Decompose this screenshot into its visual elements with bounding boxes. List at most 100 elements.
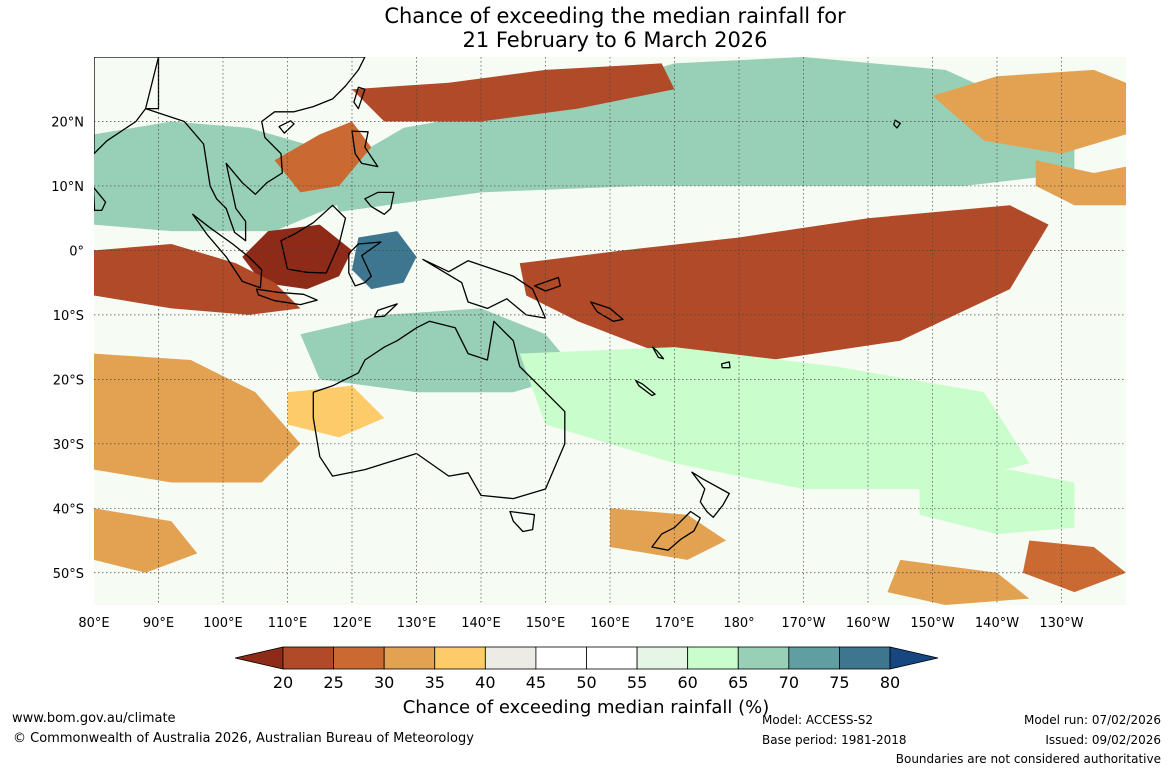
- colorbar-bin: [737, 646, 790, 670]
- region-north-pacific-wet-outer: [326, 57, 1075, 212]
- coastline-indochina: [144, 57, 366, 242]
- colorbar-tick-label: 30: [374, 673, 394, 692]
- region-pacific-dry-band-outer: [519, 205, 1049, 360]
- region-indian-ocean-dry: [94, 244, 301, 315]
- coastline-java: [255, 288, 318, 306]
- coastline-hainan: [278, 120, 295, 134]
- region-southern-ocean-dry-4: [1022, 540, 1126, 593]
- region-south-china-sea-dry: [274, 121, 372, 193]
- coastline-vanuatu: [651, 346, 665, 360]
- coastline-hawaii: [893, 119, 901, 129]
- colorbar-tick-label: 75: [829, 673, 849, 692]
- region-southern-ocean-dry-1: [94, 508, 198, 573]
- longitude-label: 160°E: [590, 616, 630, 631]
- coastline-taiwan: [353, 86, 366, 110]
- longitude-label: 160°W: [846, 616, 890, 631]
- longitude-label: 130°W: [1039, 616, 1083, 631]
- coastline-timor: [373, 303, 398, 318]
- latitude-label: 0°: [69, 244, 84, 259]
- colorbar-bin: [839, 646, 891, 670]
- longitude-label: 150°W: [910, 616, 954, 631]
- title-line-1: Chance of exceeding the median rainfall …: [384, 4, 846, 28]
- coastline-australia: [312, 320, 566, 500]
- region-spcz-outer: [519, 347, 1030, 489]
- longitude-label: 180°: [723, 616, 754, 631]
- boundary-disclaimer: Boundaries are not considered authoritat…: [895, 752, 1161, 766]
- colorbar-bin: [383, 646, 436, 670]
- coastline-philippines-luzon: [351, 130, 379, 168]
- colorbar-tick-label: 70: [779, 673, 799, 692]
- coastline-philippines-mindanao: [364, 191, 395, 215]
- colorbar-tick-label: 50: [576, 673, 596, 692]
- region-bay-of-bengal-wet-outer: [94, 121, 352, 232]
- coastline-tasmania: [509, 510, 536, 533]
- longitude-label: 120°E: [332, 616, 372, 631]
- longitude-label: 100°E: [203, 616, 243, 631]
- longitude-label: 90°E: [143, 616, 174, 631]
- region-central-indian-dry: [287, 385, 385, 438]
- colorbar: 20 25 30 35 40 45 50 55 60 65 70 75 80: [234, 646, 939, 692]
- coastline-sumatra: [192, 213, 263, 289]
- colorbar-bin: [636, 646, 689, 670]
- colorbar-bin: [788, 646, 840, 670]
- latitude-label: 20°N: [51, 115, 84, 130]
- longitude-label: 130°E: [397, 616, 437, 631]
- colorbar-tick-label: 25: [323, 673, 343, 692]
- latitude-labels: 20°N 10°N 0° 10°S 20°S 30°S 40°S 50°S: [51, 115, 84, 581]
- region-aus-north-wet-outer: [300, 308, 578, 393]
- colorbar-bin: [333, 646, 385, 670]
- colorbar-tick-label: 60: [677, 673, 697, 692]
- colorbar-bin: [484, 646, 537, 670]
- longitude-labels: 80°E 90°E 100°E 110°E 120°E 130°E 140°E 150°E 16…: [78, 616, 1083, 631]
- colorbar-tick-label: 35: [425, 673, 445, 692]
- region-maritime-wet: [352, 231, 417, 290]
- region-west-pacific-dry-2: [1035, 160, 1126, 206]
- coastline-solomon-islands: [590, 301, 624, 322]
- colorbar-tick-label: 65: [728, 673, 748, 692]
- copyright-notice: © Commonwealth of Australia 2026, Austra…: [13, 731, 474, 746]
- colorbar-tick-label: 20: [273, 673, 293, 692]
- region-south-indian-dry-outer: [94, 353, 301, 483]
- latitude-label: 30°S: [53, 438, 84, 453]
- longitude-label: 80°E: [78, 616, 109, 631]
- colorbar-title: Chance of exceeding median rainfall (%): [403, 697, 770, 718]
- colorbar-bin: [535, 646, 587, 670]
- latitude-label: 10°S: [53, 309, 84, 324]
- colorbar-bin: [586, 646, 638, 670]
- latitude-label: 40°S: [53, 502, 84, 517]
- title-line-2: 21 February to 6 March 2026: [462, 28, 768, 52]
- colorbar-over-arrow: [889, 646, 939, 670]
- coastline-borneo: [280, 204, 347, 274]
- colorbar-tick-label: 55: [627, 673, 647, 692]
- colorbar-tick-label: 80: [880, 673, 900, 692]
- longitude-label: 140°E: [461, 616, 501, 631]
- colorbar-under-arrow: [234, 646, 284, 670]
- coastline-fiji: [720, 361, 731, 369]
- coastline-new-zealand-north: [691, 471, 730, 518]
- model-name: Model: ACCESS-S2: [762, 713, 874, 727]
- region-southern-ocean-dry-2: [610, 508, 727, 560]
- colorbar-tick-label: 45: [526, 673, 546, 692]
- base-period: Base period: 1981-2018: [762, 733, 907, 747]
- longitude-label: 170°E: [655, 616, 695, 631]
- colorbar-bin: [687, 646, 739, 670]
- website-link[interactable]: www.bom.gov.au/climate: [12, 711, 176, 726]
- colorbar-tick-label: 40: [475, 673, 495, 692]
- coastline-india-east: [94, 57, 160, 155]
- coastline-new-britain: [533, 276, 561, 292]
- longitude-label: 150°E: [526, 616, 566, 631]
- colorbar-bin: [282, 646, 334, 670]
- coastline-new-caledonia: [635, 379, 656, 397]
- coastline-new-zealand-south: [651, 510, 701, 551]
- region-southern-ocean-dry-3: [887, 559, 1030, 605]
- probability-regions: [94, 57, 1126, 605]
- graticule: [94, 57, 1126, 605]
- latitude-label: 10°N: [51, 180, 84, 195]
- latitude-label: 20°S: [53, 373, 84, 388]
- model-run-date: Model run: 07/02/2026: [1023, 713, 1161, 727]
- latitude-label: 50°S: [53, 567, 84, 582]
- coastline-sri-lanka: [94, 186, 107, 212]
- longitude-label: 140°W: [975, 616, 1019, 631]
- longitude-label: 170°W: [781, 616, 825, 631]
- longitude-label: 110°E: [268, 616, 308, 631]
